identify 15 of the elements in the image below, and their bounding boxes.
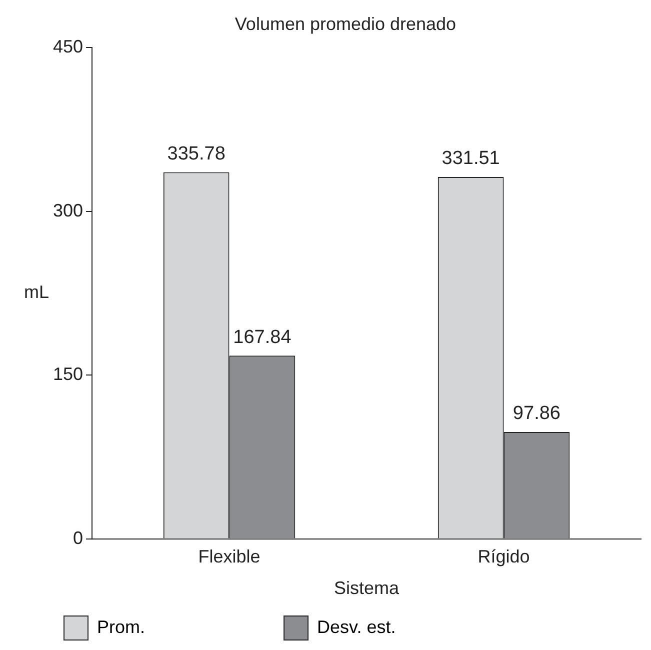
y-tick-label: 150 — [52, 364, 84, 384]
y-axis-title: mL — [24, 282, 50, 302]
data-label: 335.78 — [167, 144, 226, 165]
x-tick-label: Rígido — [478, 546, 530, 567]
x-axis-title: Sistema — [334, 578, 400, 598]
y-tick-label: 300 — [52, 200, 84, 220]
data-label: 97.86 — [512, 403, 560, 424]
x-tick-label: Flexible — [198, 546, 260, 567]
chart-title: Volumen promedio drenado — [234, 14, 456, 34]
data-label: 167.84 — [233, 326, 292, 348]
legend-label: Prom. — [97, 616, 270, 637]
y-tick-label: 450 — [52, 36, 84, 57]
data-label: 331.51 — [442, 148, 500, 170]
legend-label: Desv. est. — [317, 616, 521, 637]
y-tick-label: 0 — [73, 528, 84, 548]
